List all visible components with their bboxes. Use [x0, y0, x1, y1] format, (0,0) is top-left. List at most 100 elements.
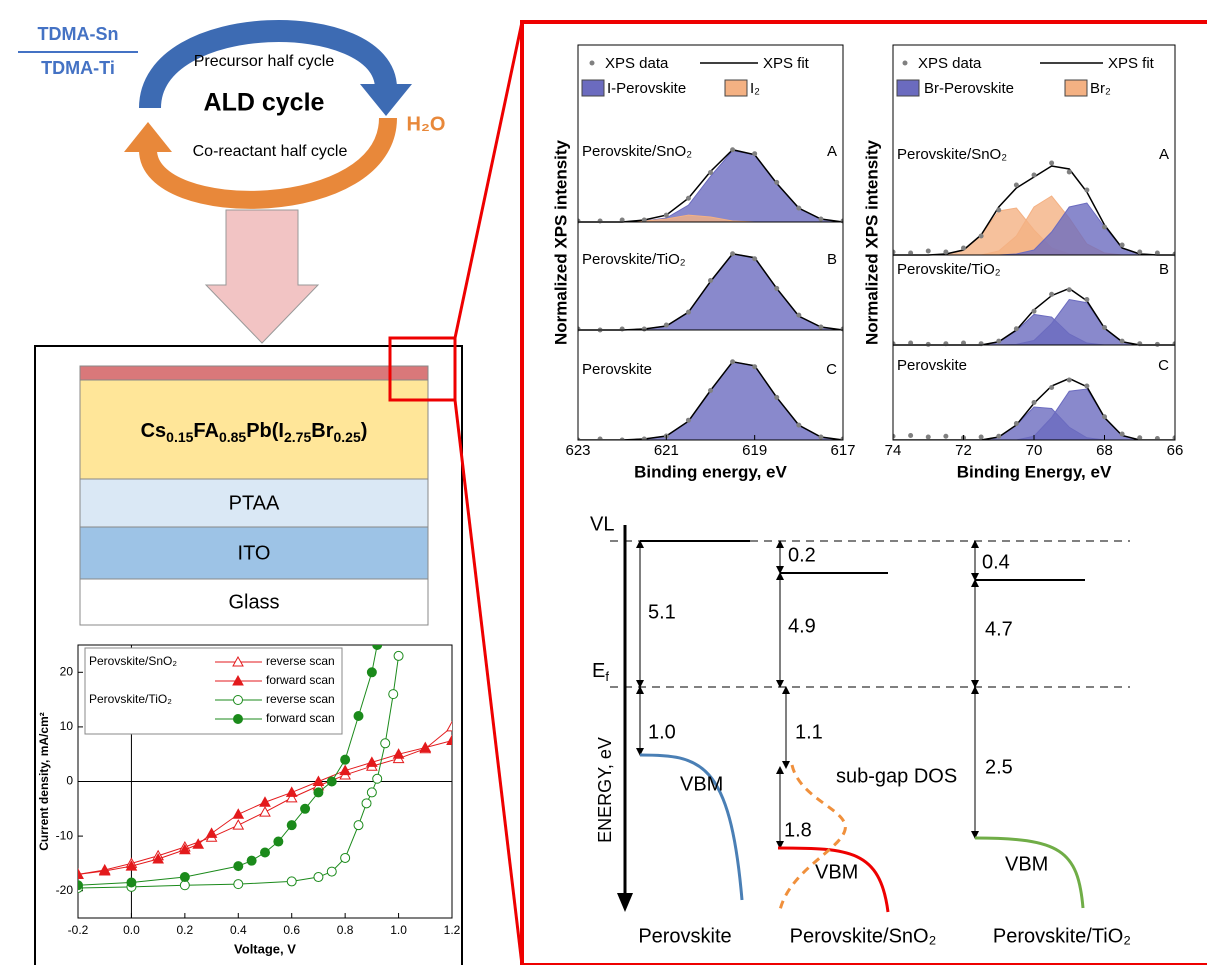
data-point [597, 436, 603, 440]
precursor-arrow [139, 20, 397, 110]
column-label: Perovskite [638, 925, 731, 947]
gap-arrows [636, 540, 979, 849]
perovskite-label: Cs0.15FA0.85Pb(I2.75Br0.25) [141, 420, 368, 444]
device-stack: Cs0.15FA0.85Pb(I2.75Br0.25) PTAA ITO Gla… [79, 365, 429, 626]
legend-marker [232, 655, 244, 667]
data-point [152, 853, 164, 864]
axis-label: ENERGY, eV [595, 737, 615, 843]
x-tick-label: 66 [1167, 442, 1184, 459]
data-point [641, 217, 647, 223]
panel-letter: A [827, 143, 837, 160]
legend-marker [1064, 79, 1088, 97]
data-point [1119, 338, 1125, 344]
data-point [1102, 324, 1107, 330]
data-point [893, 433, 896, 439]
legend-label: I₂ [750, 80, 760, 97]
data-point [1154, 341, 1160, 347]
data-point [446, 734, 452, 746]
data-point [708, 278, 713, 283]
y-axis-label: Normalized XPS intensity [862, 139, 881, 345]
data-point [925, 248, 931, 254]
x-tick-label: 0.2 [177, 923, 194, 937]
data-point [818, 324, 824, 330]
data-point [286, 876, 297, 887]
y-tick-label: 20 [60, 664, 74, 678]
data-point [978, 233, 984, 239]
data-point [818, 216, 824, 222]
data-point [752, 151, 758, 157]
data-point [1119, 431, 1125, 437]
data-point [996, 433, 1002, 439]
data-point [340, 852, 351, 863]
zoom-box [388, 336, 457, 402]
xps-panel [893, 287, 1175, 347]
legend-label: Br-Perovskite [924, 80, 1014, 97]
data-point [1084, 187, 1090, 193]
data-point [1102, 224, 1107, 230]
legend-marker [896, 79, 920, 97]
vbm-curve [777, 846, 890, 913]
layer [79, 365, 429, 381]
data-point [286, 820, 297, 831]
precursor: TDMA-Ti [41, 58, 115, 78]
data-point [233, 879, 244, 890]
x-tick-label: -0.2 [68, 923, 89, 937]
formula-part: Cs [141, 420, 167, 442]
data-point [943, 433, 949, 439]
data-point [641, 436, 647, 440]
data-point [1049, 385, 1055, 390]
data-point [1049, 291, 1055, 297]
data-point [619, 326, 625, 332]
x-tick-label: 1.2 [444, 923, 461, 937]
data-point [908, 433, 914, 438]
gap-label: 5.1 [648, 601, 676, 623]
data-point [925, 341, 931, 347]
panel-letter: C [1158, 357, 1169, 374]
x-tick-label: 623 [565, 442, 590, 459]
xps-panel [893, 160, 1175, 257]
data-point [392, 748, 405, 759]
layer [79, 526, 429, 580]
panel-letter: B [1159, 261, 1169, 278]
x-tick-label: 617 [830, 442, 855, 459]
data-point [1013, 421, 1019, 426]
device-box [34, 345, 463, 970]
data-point [774, 394, 780, 400]
ald-title: ALD cycle [204, 89, 325, 117]
data-point [179, 880, 190, 891]
data-point [205, 827, 218, 838]
data-point [361, 798, 372, 809]
data-point [1102, 414, 1107, 420]
gap-label: 4.9 [788, 615, 816, 637]
legend-label: forward scan [266, 673, 335, 687]
data-point [663, 322, 669, 328]
gap-label: 4.7 [985, 618, 1013, 640]
data-point [366, 787, 377, 798]
layer-label: ITO [238, 542, 271, 564]
data-point [285, 791, 298, 803]
legend-marker [233, 714, 243, 724]
gap-label: 1.1 [795, 721, 823, 743]
data-point [796, 205, 802, 211]
data-point [943, 249, 949, 255]
x-axis-label: Binding energy, eV [634, 462, 787, 481]
legend-label: XPS data [918, 55, 982, 72]
xps-panel [893, 377, 1175, 440]
sub-gap-curve [778, 764, 847, 911]
y-axis-label: Current density, mA/cm² [37, 712, 51, 850]
series [78, 734, 452, 879]
legend-group: Perovskite/SnO₂ [89, 654, 177, 668]
x-tick-label: 74 [885, 442, 902, 459]
data-point [353, 820, 364, 831]
column-label: Perovskite/TiO₂ [993, 925, 1131, 947]
vbm-label: VBM [1005, 853, 1048, 875]
data-point [908, 250, 914, 256]
component-area [893, 195, 1175, 256]
legend-box [84, 647, 343, 735]
down-arrow [204, 209, 320, 344]
gap-label: 1.8 [784, 819, 812, 841]
data-point [1137, 249, 1143, 255]
ef-label: Ef [592, 660, 609, 684]
data-point [796, 312, 802, 318]
data-point [708, 388, 713, 393]
